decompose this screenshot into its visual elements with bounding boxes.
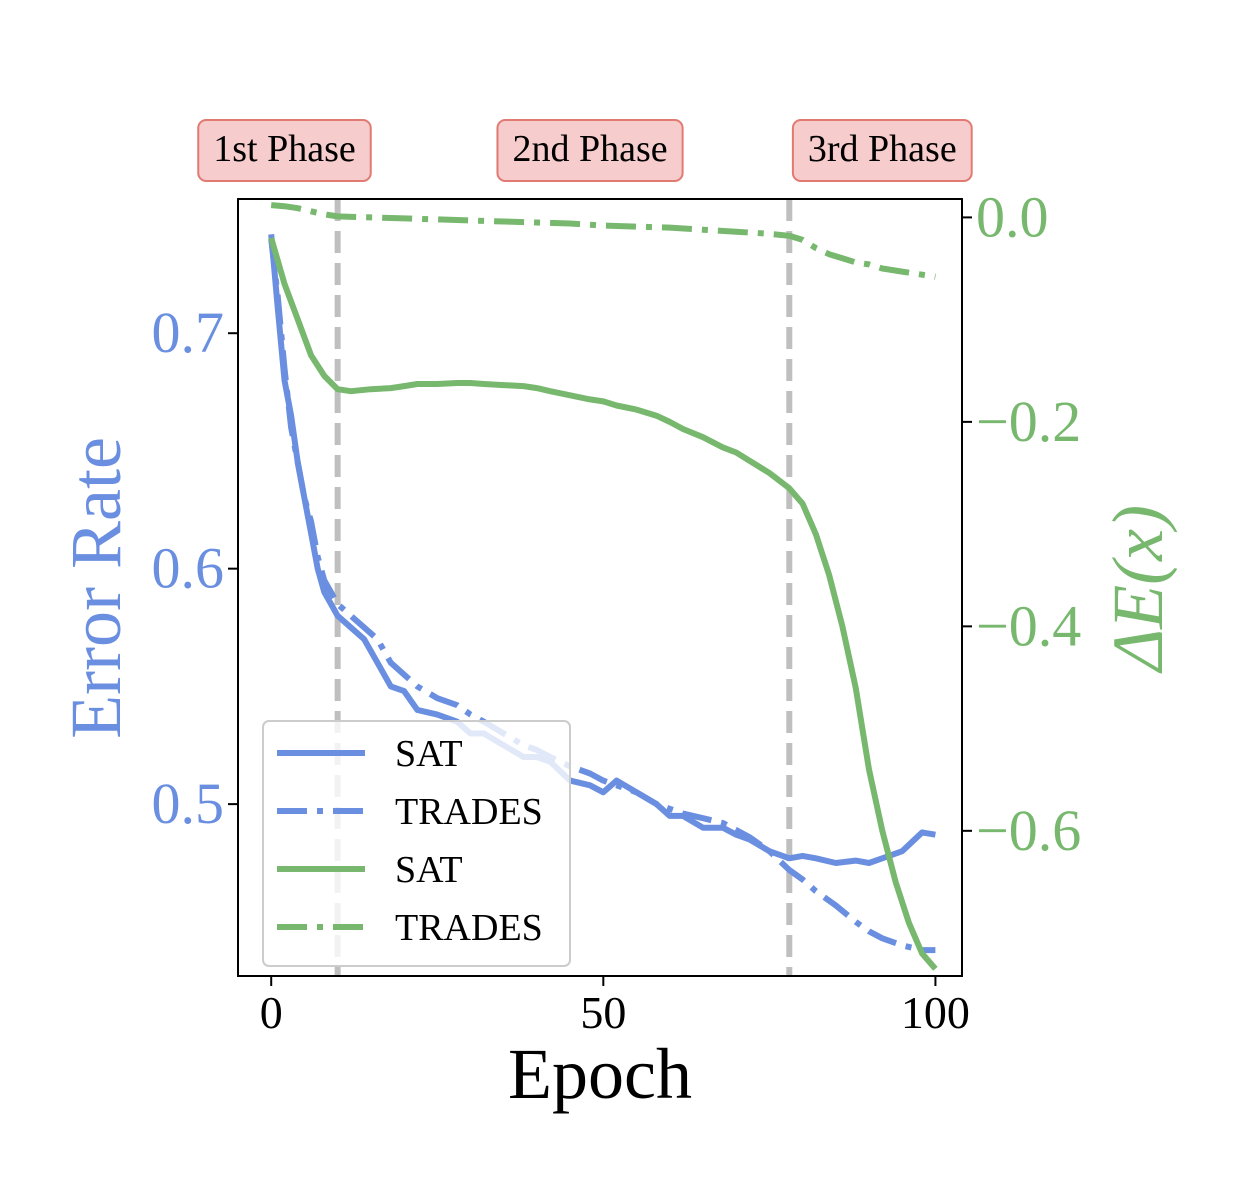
left-y-axis-label: Error Rate	[56, 437, 136, 739]
legend-box	[262, 720, 571, 967]
plot-frame	[237, 198, 963, 977]
x-tick-label: 100	[901, 987, 970, 1038]
legend-entry-4: TRADES	[277, 907, 543, 949]
right-y-tick-label: −0.4	[976, 593, 1081, 658]
series-line-green-solid	[268, 237, 938, 971]
x-tick-label: 50	[580, 987, 626, 1038]
x-axis-ticks: 0 50 100	[260, 976, 970, 1038]
legend-entry-1: SAT	[277, 733, 463, 775]
legend-entry-2: TRADES	[277, 791, 543, 833]
right-y-tick-label: 0.0	[976, 184, 1049, 249]
phase-label-2: 2nd Phase	[496, 119, 684, 182]
phase-label-text: 3rd Phase	[808, 128, 957, 170]
phase-label-1: 1st Phase	[197, 119, 372, 182]
legend-label: SAT	[395, 849, 463, 891]
phase-label-text: 1st Phase	[213, 128, 356, 170]
left-y-tick-label: 0.5	[152, 771, 225, 836]
phase-label-text: 2nd Phase	[512, 128, 667, 170]
series-line-green-dashdot	[270, 202, 936, 280]
legend: SAT TRADES SAT TRADES	[262, 720, 571, 967]
legend-label: SAT	[395, 733, 463, 775]
phase-labels: 1st Phase 2nd Phase 3rd Phase	[197, 119, 973, 182]
phase-label-box	[496, 119, 684, 182]
phase-label-3: 3rd Phase	[791, 119, 973, 182]
right-y-axis-label: ΔE(x)	[1098, 505, 1178, 674]
right-y-tick-label: −0.2	[976, 389, 1081, 454]
phase-label-box	[197, 119, 372, 182]
x-axis-label: Epoch	[508, 1034, 692, 1114]
right-y-axis-ticks: 0.0 −0.2 −0.4 −0.6	[962, 184, 1081, 863]
legend-label: TRADES	[395, 791, 543, 833]
left-y-axis-ticks: 0.5 0.6 0.7	[152, 300, 238, 836]
phase-label-box	[791, 119, 973, 182]
legend-label: TRADES	[395, 907, 543, 949]
right-y-tick-label: −0.6	[976, 798, 1081, 863]
left-y-tick-label: 0.7	[152, 300, 225, 365]
x-tick-label: 0	[260, 987, 283, 1038]
left-y-tick-label: 0.6	[152, 536, 225, 601]
legend-entry-3: SAT	[277, 849, 463, 891]
